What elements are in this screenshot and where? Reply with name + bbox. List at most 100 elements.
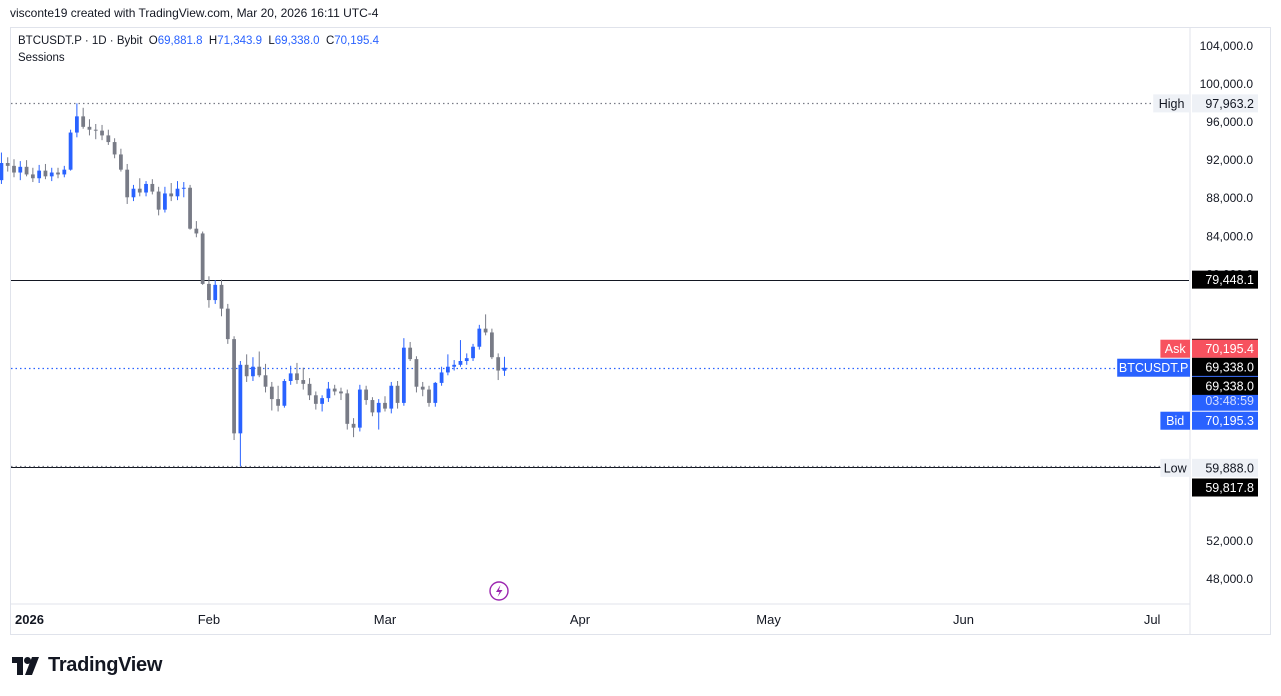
- candle-body: [150, 183, 155, 192]
- y-tick-label: 92,000.0: [1206, 153, 1253, 167]
- candle-body: [156, 191, 161, 210]
- candle-body: [483, 328, 488, 333]
- price-tag-text: Low: [1164, 461, 1188, 475]
- open-value: 69,881.8: [157, 35, 203, 47]
- price-tag-box: [1160, 458, 1190, 477]
- candle-body: [87, 126, 92, 130]
- candle-body: [326, 388, 331, 399]
- candle-body: [427, 389, 431, 403]
- candle-body: [225, 308, 230, 340]
- price-label-box: [1192, 339, 1258, 358]
- candle-body: [288, 373, 293, 381]
- candle-body: [251, 366, 255, 377]
- candle-body: [276, 399, 280, 406]
- candle-body: [24, 166, 29, 175]
- x-tick-label: Apr: [570, 612, 591, 627]
- symbol-name[interactable]: BTCUSDT.P · 1D · Bybit: [18, 35, 143, 47]
- x-tick-label: 2026: [15, 612, 44, 627]
- candle-body: [471, 346, 475, 359]
- price-label-box: [1192, 376, 1258, 395]
- price-label-text: 70,195.4: [1205, 342, 1254, 356]
- low-value: 69,338.0: [274, 35, 320, 47]
- price-tag-box: [1153, 94, 1190, 113]
- sessions-indicator[interactable]: Sessions: [18, 52, 65, 64]
- candle-body: [370, 400, 375, 413]
- candle-body: [445, 366, 450, 373]
- candle-body: [144, 183, 148, 193]
- y-tick-label: 104,000.0: [1200, 39, 1254, 53]
- price-label-text: 59,817.8: [1205, 481, 1254, 495]
- candle-body: [81, 116, 86, 127]
- price-label-box: [1192, 94, 1258, 113]
- candle-body: [269, 386, 274, 400]
- candle-body: [420, 386, 425, 390]
- candle-body: [49, 172, 54, 177]
- y-tick-label: 48,000.0: [1206, 572, 1253, 586]
- price-tag-box: [1160, 339, 1190, 358]
- lightning-icon-bolt: [496, 585, 503, 597]
- price-tag-box: [1160, 411, 1190, 430]
- y-tick-label: 52,000.0: [1206, 534, 1253, 548]
- candle-body: [244, 364, 249, 377]
- candle-body: [37, 170, 42, 179]
- tradingview-logo-icon: [12, 656, 39, 675]
- close-value: 70,195.4: [334, 35, 380, 47]
- candle-body: [137, 188, 142, 193]
- high-label: H: [208, 35, 218, 47]
- countdown-text: 03:48:59: [1205, 394, 1254, 408]
- price-tag-box: [1117, 358, 1190, 377]
- candle-body: [458, 361, 463, 365]
- candle-body: [332, 388, 337, 392]
- x-tick-label: Jun: [953, 612, 974, 627]
- candle-body: [169, 193, 174, 197]
- candle-body: [219, 284, 224, 309]
- candle-body: [357, 389, 362, 428]
- candle-body: [414, 359, 419, 387]
- candle-body: [125, 169, 130, 198]
- candle-body: [106, 135, 111, 143]
- x-tick-label: Mar: [374, 612, 397, 627]
- candle-body: [238, 364, 243, 434]
- candle-body: [0, 163, 4, 181]
- x-tick-label: May: [756, 612, 781, 627]
- candle-body: [112, 142, 117, 155]
- candle-body: [30, 174, 35, 179]
- candle-body: [194, 228, 199, 234]
- candle-body: [263, 375, 268, 387]
- lightning-icon-circle: [489, 581, 509, 601]
- high-value: 71,343.9: [217, 35, 262, 47]
- candle-body: [376, 402, 381, 413]
- candle-body: [207, 283, 211, 301]
- price-tag-text: Bid: [1166, 414, 1184, 428]
- candle-body: [5, 163, 10, 166]
- candle-body: [307, 383, 312, 396]
- price-label-text: 59,888.0: [1205, 461, 1254, 475]
- candle-body: [93, 129, 98, 131]
- candle-body: [200, 233, 205, 284]
- y-tick-label: 84,000.0: [1206, 229, 1253, 243]
- candle-body: [100, 130, 104, 136]
- candle-body: [439, 372, 444, 383]
- tradingview-logo: TradingView: [12, 654, 162, 677]
- candle-body: [383, 402, 387, 409]
- price-tag-text: High: [1159, 97, 1185, 111]
- candle-body: [56, 172, 60, 175]
- candle-body: [188, 187, 192, 229]
- candle-body: [464, 358, 469, 362]
- price-tag-text: BTCUSDT.P: [1119, 361, 1188, 375]
- candle-body: [351, 423, 356, 428]
- tradingview-wordmark: TradingView: [48, 654, 163, 676]
- chart-frame: [10, 27, 1271, 635]
- candle-body: [490, 332, 494, 358]
- candle-body: [389, 385, 394, 409]
- candle-body: [401, 347, 406, 403]
- candle-body: [433, 382, 438, 403]
- candle-body: [408, 347, 413, 360]
- candle-body: [12, 165, 16, 173]
- y-tick-label: 96,000.0: [1206, 115, 1253, 129]
- candle-body: [502, 367, 507, 371]
- candle-body: [320, 398, 325, 404]
- candle-body: [313, 395, 318, 404]
- candle-body: [131, 188, 136, 198]
